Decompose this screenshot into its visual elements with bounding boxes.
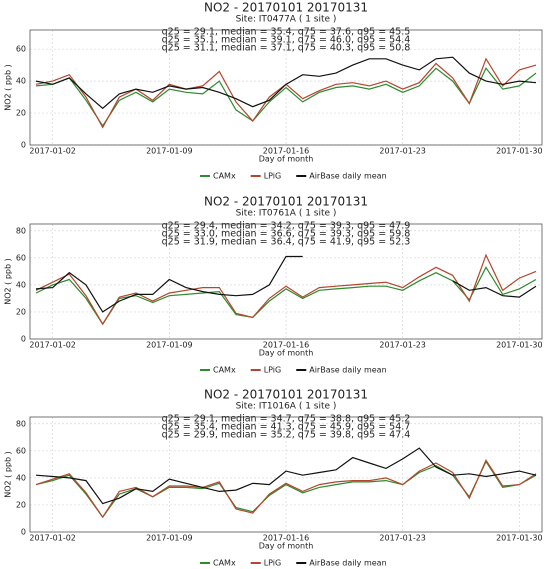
y-tick-label: 20 bbox=[16, 500, 26, 509]
series-line bbox=[35, 447, 537, 505]
legend-label: LPiG bbox=[264, 559, 282, 568]
x-tick-label: 2017-01-09 bbox=[146, 341, 193, 350]
x-tick-label: 2017-01-16 bbox=[263, 534, 310, 543]
y-tick-label: 0 bbox=[21, 141, 26, 150]
series-line bbox=[35, 253, 537, 326]
series-line bbox=[35, 56, 537, 110]
panel-subtitle: Site: IT1016A ( 1 site ) bbox=[236, 402, 337, 412]
plot-frame bbox=[29, 416, 543, 533]
x-tick-label: 2017-01-30 bbox=[496, 534, 543, 543]
legend-label: AirBase daily mean bbox=[309, 366, 386, 375]
x-tick-label: 2017-01-09 bbox=[146, 534, 193, 543]
panel-title: NO2 - 20170101 20170131 bbox=[204, 195, 368, 209]
plot-frame bbox=[29, 29, 543, 146]
series-line bbox=[35, 266, 537, 326]
y-tick-label: 40 bbox=[16, 280, 26, 289]
legend-label: CAMx bbox=[213, 172, 236, 181]
legend-label: CAMx bbox=[213, 366, 236, 375]
y-axis-label: NO2 ( ppb ) bbox=[4, 64, 13, 110]
legend-label: LPiG bbox=[264, 172, 282, 181]
y-tick-label: 20 bbox=[16, 109, 26, 118]
y-tick-label: 40 bbox=[16, 473, 26, 482]
panel-title: NO2 - 20170101 20170131 bbox=[204, 388, 368, 402]
y-tick-label: 40 bbox=[16, 77, 26, 86]
stat-annotation: q25 = 29.9, median = 35.2, q75 = 39.8, q… bbox=[162, 430, 411, 441]
legend-label: LPiG bbox=[264, 366, 282, 375]
legend-label: AirBase daily mean bbox=[309, 559, 386, 568]
y-tick-label: 0 bbox=[21, 335, 26, 344]
x-tick-label: 2017-01-16 bbox=[263, 147, 310, 156]
x-tick-label: 2017-01-30 bbox=[496, 147, 543, 156]
y-tick-label: 60 bbox=[16, 253, 26, 262]
legend-label: CAMx bbox=[213, 559, 236, 568]
panel-subtitle: Site: IT0477A ( 1 site ) bbox=[236, 15, 337, 25]
stat-annotation: q25 = 35.4, median = 41.3, q75 = 45.9, q… bbox=[162, 422, 411, 433]
panel-subtitle: Site: IT0761A ( 1 site ) bbox=[236, 209, 337, 219]
stat-annotation: q25 = 29.1, median = 35.4, q75 = 37.6, q… bbox=[162, 27, 411, 38]
series-line bbox=[35, 67, 537, 127]
x-tick-label: 2017-01-23 bbox=[379, 341, 426, 350]
series-line bbox=[35, 255, 537, 313]
x-tick-label: 2017-01-16 bbox=[263, 341, 310, 350]
y-tick-label: 80 bbox=[16, 419, 26, 428]
x-tick-label: 2017-01-30 bbox=[496, 341, 543, 350]
panel-title: NO2 - 20170101 20170131 bbox=[204, 1, 368, 15]
series-line bbox=[35, 459, 537, 519]
y-tick-label: 60 bbox=[16, 45, 26, 54]
y-axis-label: NO2 ( ppb ) bbox=[4, 258, 13, 304]
y-tick-label: 20 bbox=[16, 307, 26, 316]
x-tick-label: 2017-01-23 bbox=[379, 147, 426, 156]
x-tick-label: 2017-01-02 bbox=[29, 147, 76, 156]
stat-annotation: q25 = 29.1, median = 34.7, q75 = 38.8, q… bbox=[162, 414, 411, 425]
stat-annotation: q25 = 29.4, median = 34.2, q75 = 39.3, q… bbox=[162, 221, 411, 232]
x-axis-label: Day of month bbox=[259, 349, 314, 358]
stat-annotation: q25 = 35.1, median = 39.1, q75 = 46.0, q… bbox=[162, 35, 411, 46]
x-tick-label: 2017-01-09 bbox=[146, 147, 193, 156]
x-tick-label: 2017-01-23 bbox=[379, 534, 426, 543]
x-tick-label: 2017-01-02 bbox=[29, 341, 76, 350]
plot-frame bbox=[29, 223, 543, 340]
x-axis-label: Day of month bbox=[259, 542, 314, 551]
y-tick-label: 80 bbox=[16, 226, 26, 235]
y-axis-label: NO2 ( ppb ) bbox=[4, 451, 13, 497]
legend-label: AirBase daily mean bbox=[309, 172, 386, 181]
stat-annotation: q25 = 31.1, median = 37.1, q75 = 40.3, q… bbox=[162, 43, 411, 54]
x-tick-label: 2017-01-02 bbox=[29, 534, 76, 543]
stat-annotation: q25 = 33.0, median = 36.6, q75 = 39.3, q… bbox=[162, 229, 411, 240]
x-axis-label: Day of month bbox=[259, 155, 314, 164]
stat-annotation: q25 = 31.9, median = 36.4, q75 = 41.9, q… bbox=[162, 237, 411, 248]
y-tick-label: 60 bbox=[16, 446, 26, 455]
y-tick-label: 0 bbox=[21, 528, 26, 537]
